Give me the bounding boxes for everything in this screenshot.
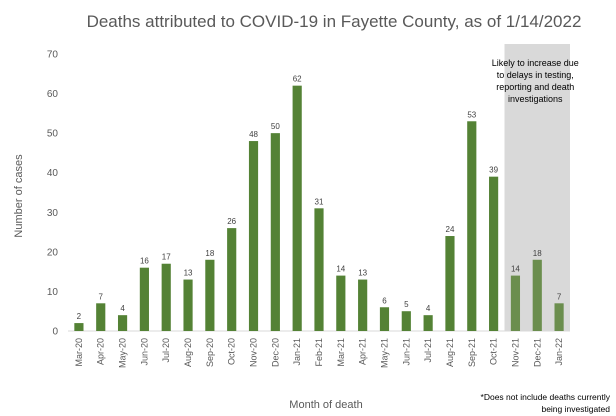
- data-label: 31: [315, 197, 324, 206]
- bar: [270, 133, 280, 331]
- data-label: 13: [184, 269, 193, 278]
- y-tick-label: 50: [47, 129, 59, 140]
- data-label: 7: [557, 292, 562, 301]
- y-tick-label: 20: [47, 247, 59, 258]
- x-tick-label: Aug-20: [183, 338, 193, 367]
- data-label: 53: [467, 110, 476, 119]
- bar: [205, 259, 215, 331]
- data-label: 62: [293, 75, 302, 84]
- x-tick-label: Aug-21: [445, 338, 455, 367]
- bar: [379, 307, 390, 331]
- x-axis-title: Month of death: [289, 399, 362, 411]
- y-tick-label: 30: [47, 208, 59, 219]
- shaded-region-note: investigations: [508, 94, 563, 104]
- data-label: 50: [271, 122, 280, 131]
- data-label: 24: [446, 225, 455, 234]
- data-label: 13: [358, 269, 367, 278]
- bar: [554, 303, 564, 331]
- shaded-region-note: reporting and death: [496, 82, 574, 92]
- x-tick-label: Apr-21: [358, 338, 368, 365]
- x-tick-label: Oct-21: [489, 338, 499, 365]
- data-label: 7: [99, 292, 104, 301]
- x-tick-label: Jun-20: [139, 338, 149, 366]
- y-tick-label: 60: [47, 89, 59, 100]
- bar: [74, 323, 84, 331]
- footnote: being investigated: [541, 404, 610, 414]
- bar: [336, 275, 346, 331]
- x-tick-label: Jul-21: [423, 338, 433, 363]
- data-label: 16: [140, 257, 149, 266]
- bar: [358, 279, 368, 331]
- bar: [532, 259, 542, 331]
- bar: [314, 208, 324, 331]
- x-tick-label: May-21: [379, 338, 389, 368]
- chart-title: Deaths attributed to COVID-19 in Fayette…: [87, 12, 582, 31]
- data-label: 5: [404, 300, 409, 309]
- bar: [401, 311, 411, 331]
- x-tick-label: Mar-20: [74, 338, 84, 367]
- x-tick-label: Jan-22: [554, 338, 564, 366]
- bar: [161, 263, 171, 331]
- footnote: *Does not include deaths currently: [481, 392, 611, 402]
- data-label: 26: [227, 217, 236, 226]
- x-tick-label: Feb-21: [314, 338, 324, 367]
- x-tick-label: Oct-20: [227, 338, 237, 365]
- shaded-region-note: Likely to increase due: [492, 58, 579, 68]
- y-axis-title: Number of cases: [13, 154, 25, 238]
- y-tick-label: 10: [47, 287, 59, 298]
- data-label: 14: [511, 265, 520, 274]
- bar: [489, 176, 499, 331]
- x-tick-label: Mar-21: [336, 338, 346, 367]
- y-tick-label: 70: [47, 50, 59, 61]
- x-tick-label: Nov-20: [249, 338, 259, 367]
- data-label: 4: [120, 304, 125, 313]
- bar: [467, 121, 477, 332]
- data-label: 18: [205, 249, 214, 258]
- bar: [183, 279, 193, 331]
- data-label: 2: [77, 312, 82, 321]
- bar: [96, 303, 106, 331]
- y-tick-label: 0: [52, 327, 58, 338]
- x-tick-label: Dec-21: [532, 338, 542, 367]
- bar: [445, 236, 455, 331]
- y-tick-label: 40: [47, 168, 59, 179]
- bar: [423, 315, 433, 331]
- x-tick-label: Nov-21: [510, 338, 520, 367]
- x-tick-label: Apr-20: [96, 338, 106, 365]
- bar: [139, 267, 149, 331]
- x-tick-label: Sep-20: [205, 338, 215, 367]
- bar: [117, 315, 128, 331]
- bar: [510, 275, 521, 331]
- bar: [248, 141, 259, 331]
- data-label: 4: [426, 304, 431, 313]
- data-label: 17: [162, 253, 171, 262]
- x-tick-label: May-20: [118, 338, 128, 368]
- data-label: 18: [533, 249, 542, 258]
- data-label: 6: [382, 296, 387, 305]
- data-label: 48: [249, 130, 258, 139]
- bar: [292, 85, 302, 332]
- x-tick-label: Jun-21: [401, 338, 411, 366]
- x-tick-label: Sep-21: [467, 338, 477, 367]
- bar: [227, 228, 237, 331]
- shaded-region-note: to delays in testing,: [497, 70, 574, 80]
- x-tick-label: Dec-20: [270, 338, 280, 367]
- data-label: 14: [336, 265, 345, 274]
- x-tick-label: Jan-21: [292, 338, 302, 366]
- x-tick-label: Jul-20: [161, 338, 171, 363]
- data-label: 39: [489, 166, 498, 175]
